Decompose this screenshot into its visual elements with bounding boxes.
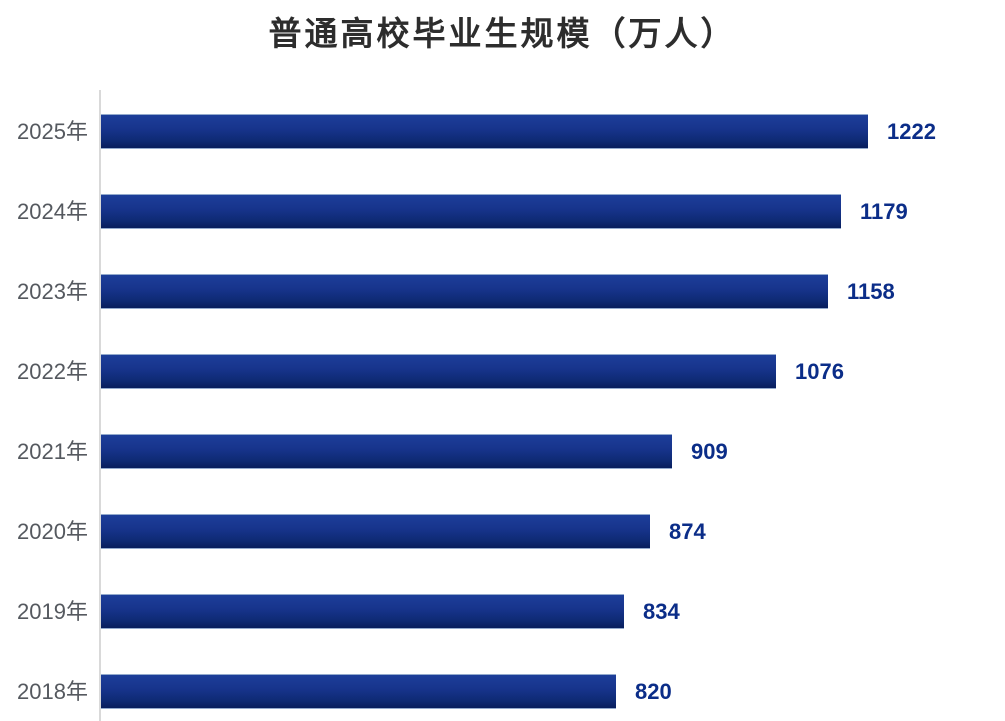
y-axis-label: 2025年 <box>17 119 88 144</box>
bar <box>101 354 776 389</box>
value-label: 909 <box>691 439 728 464</box>
y-axis-label: 2018年 <box>17 679 88 704</box>
chart-title: 普通高校毕业生规模（万人） <box>268 14 737 53</box>
value-label: 1179 <box>860 199 908 224</box>
value-label: 874 <box>669 519 706 544</box>
value-label: 1158 <box>847 279 895 304</box>
y-axis-label: 2022年 <box>17 359 88 384</box>
bar <box>101 114 868 149</box>
value-label: 834 <box>643 599 680 624</box>
bar <box>101 514 650 549</box>
bar <box>101 274 828 309</box>
y-axis-label: 2019年 <box>17 599 88 624</box>
value-label: 820 <box>635 679 672 704</box>
value-label: 1222 <box>887 119 936 144</box>
y-axis-label: 2023年 <box>17 279 88 304</box>
y-axis-label: 2024年 <box>17 199 88 224</box>
bar <box>101 434 672 469</box>
y-axis-label: 2021年 <box>17 439 88 464</box>
bar <box>101 674 616 709</box>
y-axis-label: 2020年 <box>17 519 88 544</box>
y-axis-line <box>99 90 101 721</box>
bar <box>101 594 624 629</box>
value-label: 1076 <box>795 359 844 384</box>
bar <box>101 194 841 229</box>
